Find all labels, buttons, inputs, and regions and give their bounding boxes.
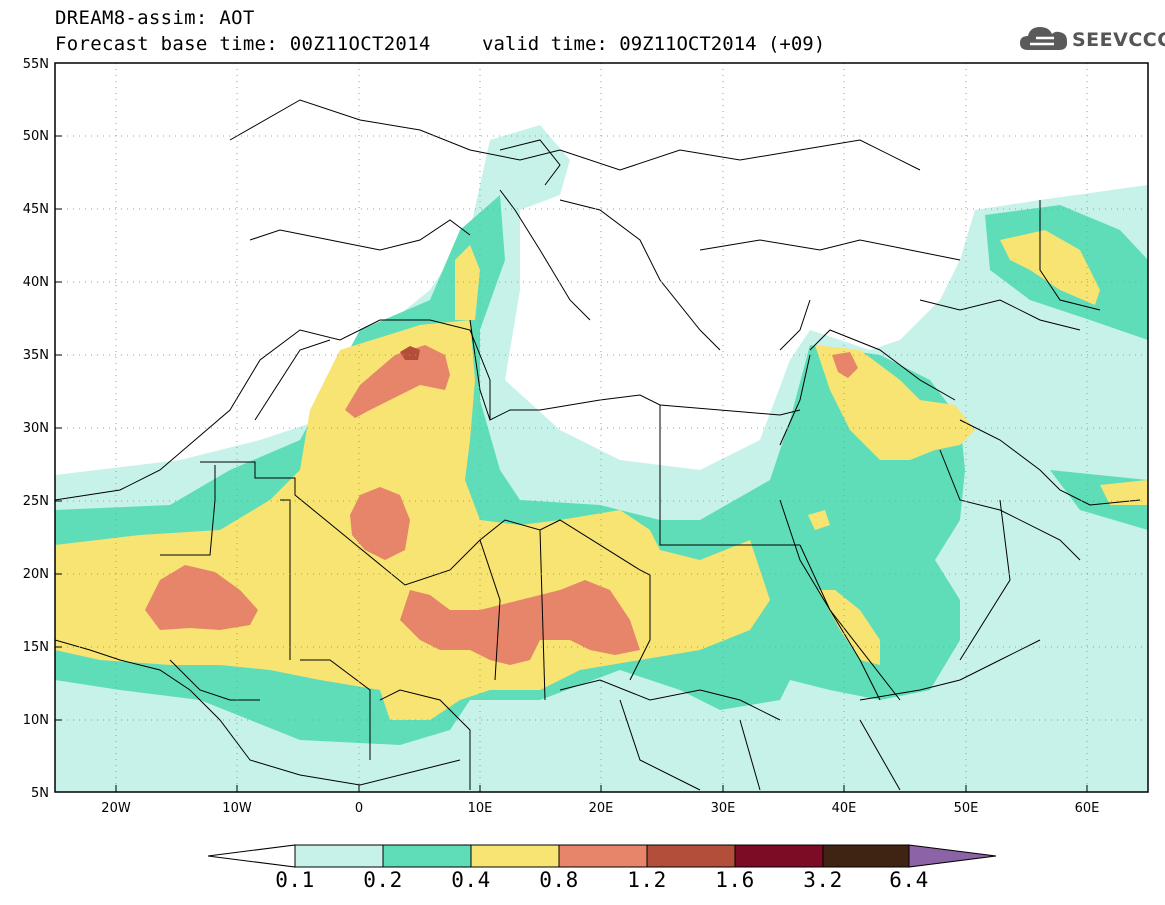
latitude-labels: 5N 10N 15N 20N 25N 30N 35N 40N 45N 50N 5… <box>23 57 49 801</box>
lat-label: 15N <box>23 640 49 655</box>
lon-label: 60E <box>1075 801 1100 816</box>
colorbar-swatch <box>646 844 736 868</box>
colorbar-labels: 0.1 0.2 0.4 0.8 1.2 1.6 3.2 6.4 <box>0 868 1165 898</box>
country-borders <box>55 99 1141 791</box>
colorbar-high-arrow <box>908 844 997 868</box>
lat-label: 55N <box>23 57 49 72</box>
colorbar-label: 1.6 <box>715 868 755 892</box>
lon-label: 10W <box>222 801 252 816</box>
lat-label: 45N <box>23 202 49 217</box>
lon-label: 40E <box>832 801 857 816</box>
axis-ticks <box>55 62 1088 793</box>
lat-label: 30N <box>23 421 49 436</box>
valid-time: valid time: 09Z11OCT2014 (+09) <box>482 33 826 55</box>
colorbar-label: 3.2 <box>803 868 843 892</box>
colorbar-label: 0.2 <box>363 868 403 892</box>
aot-band-0.8-1.2 <box>145 345 858 665</box>
lon-label: 0 <box>355 801 363 816</box>
colorbar-label: 0.4 <box>451 868 491 892</box>
aot-field <box>55 125 1148 792</box>
cloud-icon <box>1020 27 1068 50</box>
map-title: DREAM8-assim: AOT <box>55 7 255 29</box>
colorbar-swatch <box>294 844 384 868</box>
seevccc-logo: SEEVCCC <box>1018 22 1165 58</box>
lat-label: 35N <box>23 348 49 363</box>
lon-label: 30E <box>711 801 736 816</box>
lat-label: 20N <box>23 567 49 582</box>
colorbar-label: 0.1 <box>275 868 315 892</box>
lat-label: 5N <box>31 786 49 801</box>
lon-label: 20W <box>101 801 131 816</box>
colorbar-swatch <box>470 844 560 868</box>
aot-band-1.2-1.6 <box>400 346 420 360</box>
lat-label: 25N <box>23 494 49 509</box>
lon-label: 10E <box>468 801 493 816</box>
colorbar-swatch <box>822 844 910 868</box>
longitude-labels: 20W 10W 0 10E 20E 30E 40E 50E 60E <box>101 801 1099 816</box>
colorbar-swatch <box>558 844 648 868</box>
lat-label: 10N <box>23 713 49 728</box>
colorbar-swatch <box>382 844 472 868</box>
colorbar-swatch <box>734 844 824 868</box>
lon-label: 20E <box>589 801 614 816</box>
logo-text: SEEVCCC <box>1072 29 1165 51</box>
colorbar-low-arrow <box>207 844 296 868</box>
forecast-base-time: Forecast base time: 00Z11OCT2014 <box>55 33 431 55</box>
colorbar <box>207 844 997 868</box>
graticule <box>55 63 1148 792</box>
lon-label: 50E <box>954 801 979 816</box>
colorbar-label: 1.2 <box>627 868 667 892</box>
colorbar-label: 6.4 <box>889 868 929 892</box>
colorbar-label: 0.8 <box>539 868 579 892</box>
lat-label: 50N <box>23 129 49 144</box>
lat-label: 40N <box>23 275 49 290</box>
